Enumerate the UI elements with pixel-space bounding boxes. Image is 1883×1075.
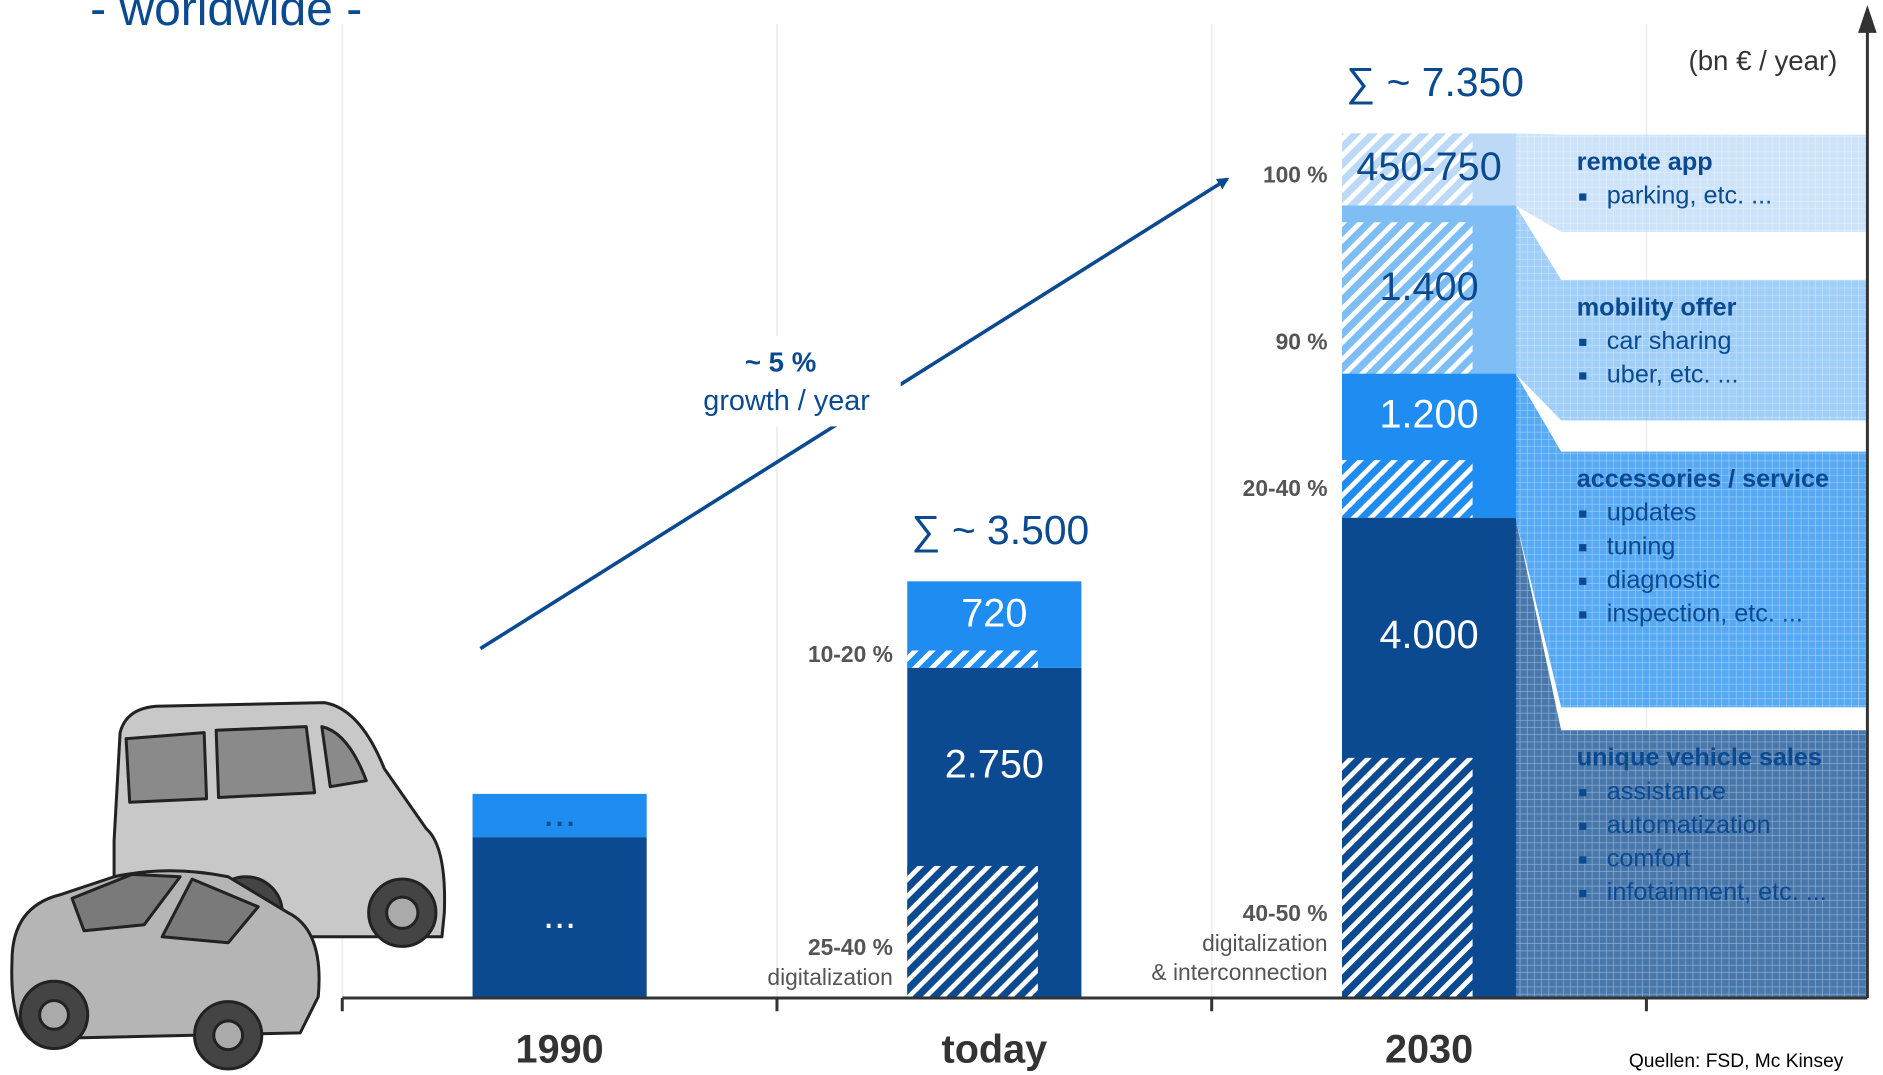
value-label: 2.750 <box>945 742 1044 786</box>
plot: 1990 today 2030...... 25-40 % digitalization… <box>472 59 1868 1072</box>
legend-item: updates <box>1607 499 1697 527</box>
legend-item: tuning <box>1607 532 1676 560</box>
legend-bullet <box>1579 544 1587 552</box>
legend-bullet <box>1579 889 1587 898</box>
legend-box-texture <box>1515 133 1868 232</box>
axes <box>340 4 1877 1012</box>
digital-share-label: 40-50 % <box>1243 900 1328 926</box>
digital-note: digitalization <box>767 964 892 990</box>
digital-hatch <box>907 865 1038 999</box>
digital-hatch <box>1341 460 1473 518</box>
legend-item: comfort <box>1607 845 1691 873</box>
value-label: ... <box>543 791 576 835</box>
value-label: 720 <box>961 591 1027 635</box>
legend-name: remote app <box>1577 148 1713 176</box>
total-label: ∑ ~ 7.350 <box>1346 59 1524 105</box>
legend-item: assistance <box>1607 777 1726 805</box>
total-label: ∑ ~ 3.500 <box>911 507 1089 553</box>
x-tick-label: 2030 <box>1385 1028 1473 1072</box>
digital-hatch <box>1341 757 1473 999</box>
vehicles-illustration <box>10 701 447 1071</box>
legend-bullet <box>1579 822 1587 830</box>
legend-item: inspection, etc. ... <box>1607 600 1803 628</box>
legend-item: automatization <box>1607 811 1771 839</box>
digital-note: digitalization <box>1202 930 1327 956</box>
bar-segment <box>472 793 647 838</box>
legend-box-texture <box>1515 517 1868 999</box>
bar-segment <box>472 837 647 999</box>
legend-box-texture <box>1515 373 1868 708</box>
legend-bullet <box>1579 510 1587 518</box>
digital-share-label: 90 % <box>1276 329 1328 355</box>
value-label: ... <box>543 893 576 937</box>
digital-share-label: 10-20 % <box>808 641 893 667</box>
legend-bullet <box>1579 372 1587 380</box>
legend-box-texture <box>1515 205 1868 421</box>
digital-hatch <box>907 650 1038 668</box>
growth-rate: ~ 5 % <box>745 346 816 377</box>
legend-name: mobility offer <box>1577 293 1737 321</box>
digital-share-label: 20-40 % <box>1243 475 1328 501</box>
x-tick-label: today <box>942 1028 1048 1072</box>
growth-text: growth / year <box>703 385 870 417</box>
legend-item: parking, etc. ... <box>1607 182 1772 210</box>
legend-item: uber, etc. ... <box>1607 361 1739 389</box>
legend-bullet <box>1579 611 1587 619</box>
x-tick-label: 1990 <box>516 1028 604 1072</box>
legend-bullet <box>1579 193 1587 201</box>
chart-title: - worldwide - <box>90 0 362 36</box>
digital-note: & interconnection <box>1151 959 1327 985</box>
source: Quellen: FSD, Mc Kinsey <box>1629 1051 1844 1072</box>
value-label: 1.200 <box>1380 392 1479 436</box>
legend-bullet <box>1579 856 1587 864</box>
value-label: 1.400 <box>1380 265 1479 309</box>
legend-name: unique vehicle sales <box>1577 744 1822 772</box>
digital-hatch <box>1341 222 1473 374</box>
value-label: 450-750 <box>1356 145 1501 189</box>
legend-item: car sharing <box>1607 327 1732 355</box>
legend-bullet <box>1579 338 1587 346</box>
legend-bullet <box>1579 789 1587 797</box>
digital-share-label: 25-40 % <box>808 934 893 960</box>
legend-item: diagnostic <box>1607 566 1721 594</box>
digital-hatch <box>1341 133 1473 206</box>
value-label: 4.000 <box>1380 613 1479 657</box>
legend-item: infotainment, etc. ... <box>1607 878 1827 906</box>
digital-share-label: 100 % <box>1263 162 1328 188</box>
legend-bullet <box>1579 577 1587 585</box>
unit-label: (bn € / year) <box>1689 45 1838 76</box>
growth-label-bg <box>672 336 901 427</box>
legend-name: accessories / service <box>1577 465 1829 493</box>
